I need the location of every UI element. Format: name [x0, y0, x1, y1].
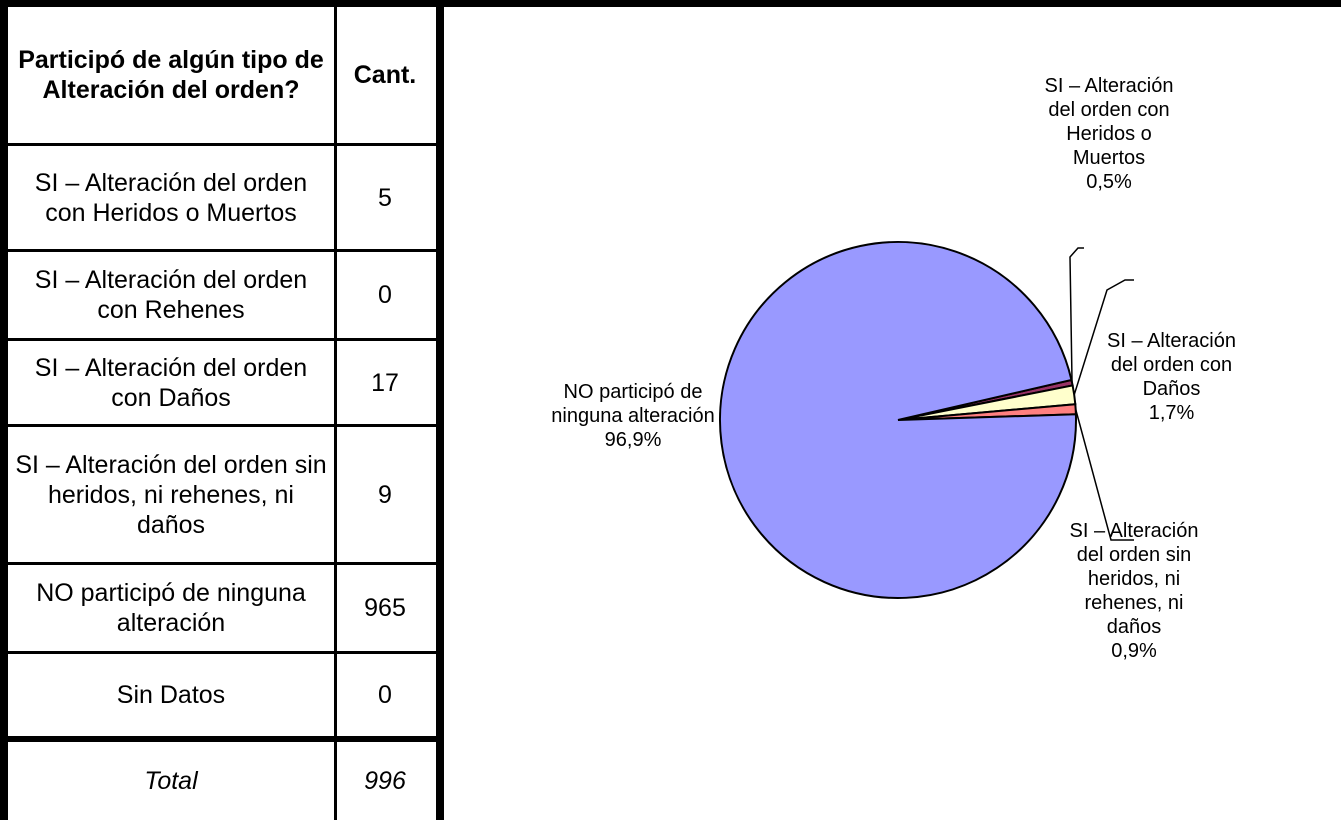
- row-label: SI – Alteración del orden sin heridos, n…: [15, 450, 327, 539]
- row-label: NO participó de ninguna alteración: [36, 579, 306, 637]
- row-count: 0: [378, 681, 392, 709]
- column-divider: [334, 7, 337, 820]
- total-label: Total: [144, 767, 198, 795]
- row-label: Sin Datos: [116, 681, 226, 709]
- pie-slices: [719, 241, 1077, 599]
- row-label: SI – Alteración del orden con Rehenes: [34, 266, 308, 324]
- table-row: SI – Alteración del orden con Rehenes 0: [8, 252, 436, 338]
- row-count: 965: [364, 594, 406, 622]
- table-total-row: Total 996: [8, 742, 436, 820]
- pie-label-no-participo-value: 96,9%: [604, 429, 662, 451]
- row-count: 17: [371, 368, 399, 397]
- table-row: SI – Alteración del orden con Heridos o …: [8, 146, 436, 249]
- pie-label-heridos: SI – Alteración del orden con Heridos o …: [1029, 74, 1189, 194]
- frame-divider: [436, 0, 444, 820]
- row-divider: [8, 562, 436, 565]
- leader-line: [1074, 409, 1134, 541]
- pie-slice-no-participo: [719, 241, 1077, 599]
- data-table: Participó de algún tipo de Alteración de…: [8, 7, 436, 820]
- row-count: 5: [378, 183, 392, 212]
- total-count: 996: [364, 767, 406, 795]
- table-header-row: Participó de algún tipo de Alteración de…: [8, 7, 436, 143]
- pie-label-sin-heridos-value: 0,9%: [1111, 640, 1157, 662]
- table-row: Sin Datos 0: [8, 654, 436, 736]
- pie-label-no-participo: NO participó de ninguna alteración 96,9%: [538, 380, 728, 452]
- header-divider: [8, 143, 436, 146]
- row-label: SI – Alteración del orden con Daños: [34, 353, 308, 412]
- row-count: 9: [378, 480, 392, 509]
- row-divider: [8, 338, 436, 341]
- pie-chart: SI – Alteración del orden con Heridos o …: [444, 7, 1341, 820]
- header-question: Participó de algún tipo de Alteración de…: [18, 46, 324, 104]
- row-divider: [8, 249, 436, 252]
- row-count: 0: [378, 281, 392, 309]
- leader-line: [1073, 279, 1134, 396]
- pie-label-danos-name: SI – Alteración del orden con Daños: [1107, 330, 1236, 400]
- leader-lines: [1069, 247, 1134, 541]
- table-row: SI – Alteración del orden con Daños 17: [8, 341, 436, 424]
- table-row: NO participó de ninguna alteración 965: [8, 565, 436, 651]
- pie-label-danos-value: 1,7%: [1148, 402, 1195, 424]
- leader-line: [1069, 247, 1084, 383]
- row-divider: [8, 651, 436, 654]
- pie-label-sin-heridos: SI – Alteración del orden sin heridos, n…: [1059, 519, 1209, 663]
- table-row: SI – Alteración del orden sin heridos, n…: [8, 427, 436, 562]
- pie-chart-svg: [719, 241, 1134, 599]
- pie-label-heridos-name: SI – Alteración del orden con Heridos o …: [1044, 75, 1174, 169]
- frame-top-border: [0, 0, 1341, 7]
- total-divider: [8, 736, 436, 742]
- row-label: SI – Alteración del orden con Heridos o …: [34, 168, 308, 227]
- pie-label-no-participo-name: NO participó de ninguna alteración: [551, 381, 715, 427]
- pie-label-danos: SI – Alteración del orden con Daños 1,7%: [1104, 329, 1239, 425]
- pie-label-sin-heridos-name: SI – Alteración del orden sin heridos, n…: [1069, 520, 1199, 638]
- pie-label-heridos-value: 0,5%: [1086, 171, 1132, 193]
- header-count: Cant.: [353, 61, 417, 89]
- row-divider: [8, 424, 436, 427]
- frame-left-border: [0, 0, 8, 820]
